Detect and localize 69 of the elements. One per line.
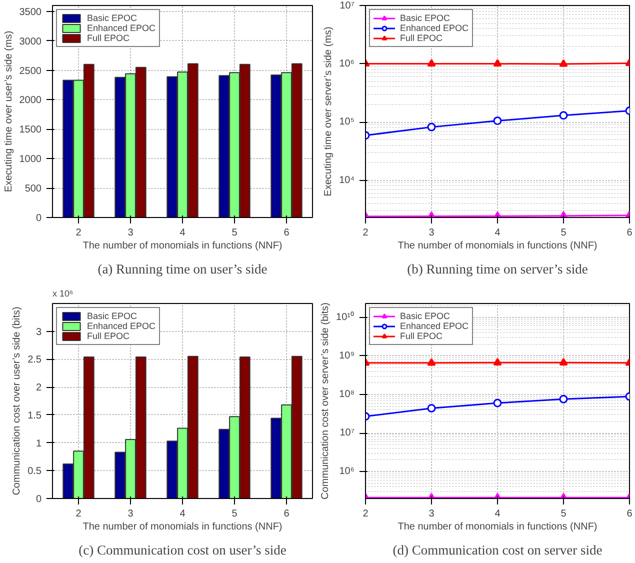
y-axis-title: Executing time over user’s side (ms)	[3, 30, 14, 192]
x-tick-label: 4	[494, 508, 501, 520]
y-tick-label: 2500	[19, 66, 42, 77]
legend-label: Enhanced EPOC	[400, 23, 469, 33]
legend-label: Basic EPOC	[400, 13, 450, 23]
y-tick-label: 10⁵	[339, 116, 355, 128]
x-tick-label: 3	[128, 228, 134, 238]
y-tick-label: 0.5	[28, 466, 42, 478]
y-axis-title: Communication cost over server’s side (bits)	[320, 302, 332, 500]
y-tick-label: 10⁶	[339, 466, 355, 478]
legend-label: Full EPOC	[87, 331, 130, 341]
y-tick-label: 2000	[19, 95, 42, 106]
x-tick-label: 5	[560, 228, 567, 238]
x-tick-label: 2	[76, 228, 82, 238]
legend-label: Basic EPOC	[400, 311, 450, 321]
x-tick-label: 3	[428, 508, 435, 520]
y-tick-label: 2	[36, 382, 42, 394]
x-axis-title: The number of monomials in functions (NNF)	[398, 240, 598, 252]
legend-label: Full EPOC	[87, 33, 130, 43]
y-tick-label: 3	[36, 326, 42, 338]
x-tick-label: 3	[128, 508, 134, 520]
y-tick-label: 2.5	[28, 354, 42, 366]
y-tick-label: 1500	[19, 124, 42, 136]
y-tick-label: 1000	[19, 154, 42, 166]
y-tick-label: 3000	[19, 36, 42, 48]
y-tick-label: 0	[36, 494, 42, 505]
x-axis-title: The number of monomials in functions (NNF)	[398, 522, 598, 532]
y-tick-label: 500	[24, 184, 42, 195]
y-tick-label: 10⁴	[339, 174, 354, 186]
x-tick-label: 5	[560, 508, 567, 520]
legend-label: Enhanced EPOC	[87, 23, 156, 33]
y-tick-label: 10⁶	[339, 58, 355, 70]
y-tick-label: 0	[36, 213, 42, 224]
y-axis-title: Communication cost over user’s side (bits)	[12, 306, 23, 496]
y-axis-title: Executing time over server’s side (ms)	[323, 26, 334, 196]
y-tick-label: 10⁸	[339, 389, 354, 400]
x-tick-label: 5	[232, 508, 238, 520]
y-tick-label: 1.5	[28, 410, 42, 422]
legend-label: Basic EPOC	[87, 311, 138, 321]
x-tick-label: 2	[362, 228, 369, 238]
x-tick-label: 6	[284, 228, 290, 238]
text: (a) Running time on user’s side	[98, 262, 268, 276]
x-tick-label: 6	[626, 228, 633, 238]
y-tick-label: 10⁷	[340, 428, 355, 439]
x-axis-title: The number of monomials in functions (NNF)	[82, 522, 282, 532]
y-tick-label: 10¹⁰	[336, 310, 354, 323]
text: x 10⁶	[52, 288, 74, 298]
legend-label: Enhanced EPOC	[400, 321, 469, 331]
y-tick-label: 1	[36, 438, 42, 450]
text: (d) Communication cost on server side	[392, 542, 602, 558]
text: (b) Running time on server’s side	[407, 262, 588, 276]
x-tick-label: 5	[232, 228, 238, 238]
legend-label: Basic EPOC	[87, 13, 138, 23]
x-tick-label: 6	[284, 508, 290, 520]
x-tick-label: 4	[180, 228, 186, 238]
x-tick-label: 4	[494, 228, 501, 238]
text: (c) Communication cost on user’s side	[78, 542, 286, 558]
y-tick-label: 10⁹	[339, 350, 354, 362]
x-tick-label: 2	[76, 508, 82, 520]
x-axis-title: The number of monomials in functions (NNF)	[82, 240, 282, 252]
legend-label: Enhanced EPOC	[87, 321, 156, 331]
x-tick-label: 3	[428, 228, 435, 238]
y-tick-label: 10⁷	[340, 0, 355, 12]
legend-label: Full EPOC	[400, 331, 443, 341]
y-tick-label: 3500	[19, 6, 42, 18]
x-tick-label: 4	[180, 508, 186, 520]
legend-label: Full EPOC	[400, 33, 443, 43]
x-tick-label: 6	[626, 508, 633, 520]
x-tick-label: 2	[362, 508, 369, 520]
